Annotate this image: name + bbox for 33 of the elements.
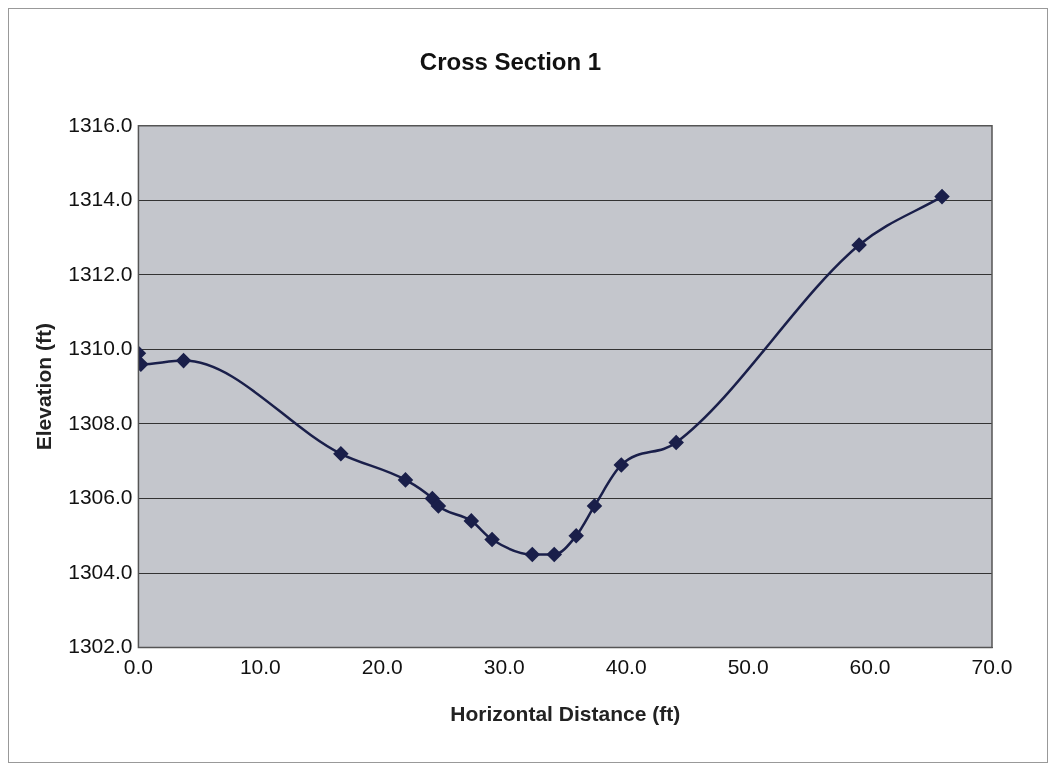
y-tick-label: 1314.0	[68, 187, 133, 211]
x-tick-label: 30.0	[483, 655, 525, 678]
x-axis-title: Horizontal Distance (ft)	[450, 702, 681, 726]
point	[851, 237, 867, 253]
x-tick-label: 20.0	[361, 655, 403, 678]
x-tick-label: 70.0	[971, 655, 1013, 678]
point	[568, 528, 584, 544]
x-tick-label: 40.0	[605, 655, 647, 678]
point	[587, 498, 602, 514]
point	[464, 513, 479, 529]
point	[546, 547, 562, 562]
point	[333, 446, 349, 462]
x-tick-label: 0.0	[123, 655, 154, 678]
y-tick-label: 1306.0	[68, 485, 133, 509]
y-tick-label: 1302.0	[68, 634, 133, 658]
y-tick-label: 1316.0	[68, 112, 133, 136]
x-tick-label: 10.0	[239, 655, 281, 678]
y-axis-title: Elevation (ft)	[32, 323, 56, 451]
point	[398, 472, 413, 488]
point	[525, 547, 540, 562]
point	[484, 532, 500, 547]
point	[934, 189, 950, 204]
y-tick-label: 1312.0	[68, 261, 133, 285]
point	[614, 457, 629, 473]
point	[176, 353, 191, 368]
x-tick-label: 50.0	[727, 655, 769, 678]
point	[431, 498, 446, 514]
y-tick-label: 1310.0	[68, 336, 133, 360]
y-tick-label: 1304.0	[68, 559, 133, 583]
chart-title: Cross Section 1	[419, 48, 602, 76]
point	[668, 435, 684, 450]
x-tick-label: 60.0	[849, 655, 891, 678]
y-tick-label: 1308.0	[68, 410, 133, 434]
